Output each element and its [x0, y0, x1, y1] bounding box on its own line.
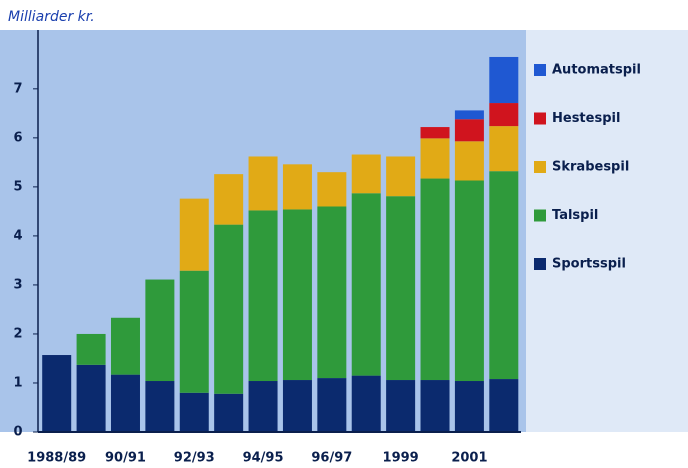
- bar-segment: [454, 110, 484, 120]
- x-tick-label: 96/97: [311, 451, 352, 466]
- bar-segment: [351, 154, 381, 194]
- bar-segment: [76, 364, 106, 432]
- bar-segment: [454, 119, 484, 142]
- legend-label: Automatspil: [552, 63, 641, 78]
- bar-segment: [214, 224, 244, 394]
- bar-segment: [489, 379, 519, 432]
- x-tick-label: 90/91: [105, 451, 146, 466]
- bar-segment: [214, 174, 244, 225]
- bar-segment: [110, 317, 140, 375]
- bar-segment: [420, 127, 450, 139]
- legend-label: Sportsspil: [552, 257, 626, 272]
- y-tick-label: 2: [13, 326, 22, 341]
- bar-segment: [351, 375, 381, 432]
- bar-segment: [454, 180, 484, 382]
- legend-swatch: [534, 64, 546, 76]
- bar-segment: [179, 198, 209, 271]
- y-tick-label: 7: [13, 81, 22, 96]
- legend-label: Skrabespil: [552, 160, 629, 175]
- bar-segment: [454, 141, 484, 181]
- bar-segment: [145, 381, 175, 432]
- legend-label: Talspil: [552, 208, 598, 223]
- bar-segment: [42, 355, 72, 432]
- chart-title: Milliarder kr.: [8, 9, 95, 25]
- legend-swatch: [534, 161, 546, 173]
- bar-segment: [110, 374, 140, 432]
- bar-segment: [420, 380, 450, 432]
- y-tick-label: 1: [13, 375, 22, 390]
- bar-segment: [351, 193, 381, 376]
- bar-segment: [317, 206, 347, 379]
- bar-segment: [386, 196, 416, 381]
- bar-segment: [489, 171, 519, 380]
- y-tick-label: 4: [13, 228, 22, 243]
- y-tick-label: 6: [13, 130, 22, 145]
- bar-segment: [145, 279, 175, 382]
- bar-segment: [214, 393, 244, 432]
- legend-panel: [526, 30, 688, 432]
- bar-segment: [317, 172, 347, 207]
- bar-segment: [489, 126, 519, 172]
- x-tick-label: 2001: [451, 451, 487, 466]
- bar-segment: [248, 156, 278, 211]
- x-tick-label: 1999: [383, 451, 419, 466]
- x-tick-label: 94/95: [243, 451, 284, 466]
- bar-segment: [489, 103, 519, 127]
- legend-swatch: [534, 258, 546, 270]
- bar-segment: [386, 156, 416, 197]
- x-tick-label: 92/93: [174, 451, 215, 466]
- bar-segment: [282, 164, 312, 210]
- bar-segment: [179, 392, 209, 432]
- bar-segment: [282, 380, 312, 432]
- bar-segment: [248, 381, 278, 432]
- bar-segment: [179, 270, 209, 393]
- bar-segment: [248, 210, 278, 382]
- y-tick-label: 3: [13, 277, 22, 292]
- y-tick-label: 5: [13, 179, 22, 194]
- bar-segment: [76, 333, 106, 365]
- bar-segment: [317, 378, 347, 432]
- bar-segment: [489, 56, 519, 104]
- legend-swatch: [534, 112, 546, 125]
- x-tick-label: 1988/89: [27, 451, 86, 466]
- bar-segment: [420, 178, 450, 381]
- legend-swatch: [534, 209, 546, 222]
- legend-label: Hestespil: [552, 111, 620, 126]
- y-tick-label: 0: [13, 425, 22, 440]
- bar-segment: [386, 380, 416, 432]
- bar-segment: [282, 209, 312, 381]
- bar-segment: [454, 381, 484, 432]
- bar-segment: [420, 138, 450, 179]
